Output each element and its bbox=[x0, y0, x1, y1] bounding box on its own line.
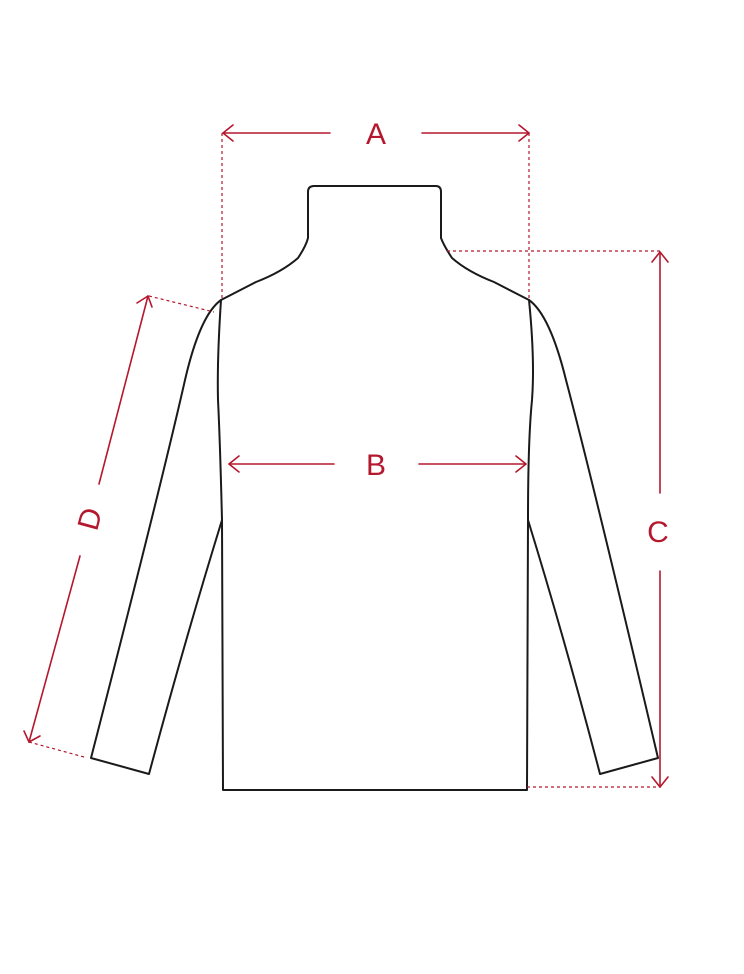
sweater-outline bbox=[90, 185, 659, 791]
right-sleeve bbox=[527, 299, 659, 775]
dimension-c-arrow-bottom bbox=[651, 776, 669, 788]
dimension-c-arrow-top bbox=[651, 251, 669, 263]
dimension-d-line-bottom bbox=[28, 555, 81, 743]
dimension-d: D bbox=[23, 295, 153, 743]
dimension-d-label: D bbox=[72, 504, 109, 533]
dimension-b: B bbox=[228, 449, 527, 482]
dimension-a-arrow-left bbox=[222, 124, 234, 142]
dimension-b-arrow-right bbox=[515, 455, 527, 473]
guide-lines bbox=[28, 133, 660, 788]
dimension-c-label: C bbox=[647, 516, 669, 549]
guide-d-bottom bbox=[28, 741, 85, 758]
left-sleeve bbox=[90, 299, 223, 775]
dimension-d-line-top bbox=[98, 295, 149, 485]
dimension-d-arrow-bottom bbox=[23, 730, 41, 743]
dimension-a-label: A bbox=[366, 118, 386, 151]
dimension-c: C bbox=[647, 251, 669, 788]
body-outline bbox=[216, 185, 534, 791]
dimension-d-arrow-top bbox=[136, 295, 153, 308]
dimension-b-label: B bbox=[366, 449, 386, 482]
dimension-b-arrow-left bbox=[228, 455, 240, 473]
dimension-a: A bbox=[222, 118, 530, 151]
guide-d-top bbox=[148, 295, 215, 313]
dimension-a-arrow-right bbox=[518, 124, 530, 142]
